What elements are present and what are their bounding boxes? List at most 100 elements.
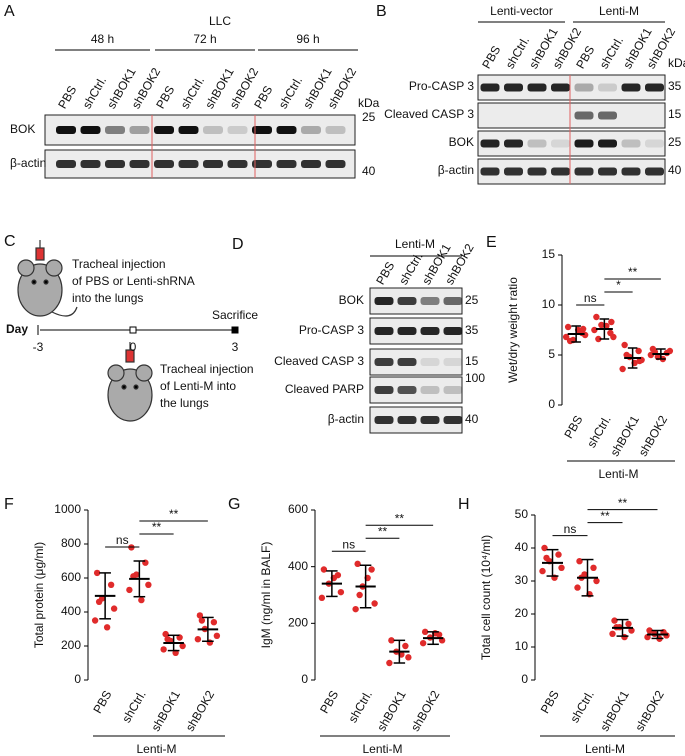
panel-label: A [4, 3, 15, 20]
band [178, 160, 199, 168]
band [301, 160, 321, 168]
data-point [593, 577, 600, 585]
band [80, 160, 101, 168]
data-point [539, 567, 546, 575]
band [397, 358, 417, 366]
group-label: 48 h [91, 32, 114, 46]
lane-label: PBS [373, 259, 397, 287]
y-tick-label: 200 [288, 616, 308, 630]
band [397, 416, 417, 424]
data-point [562, 333, 570, 341]
data-point [555, 551, 562, 558]
significance-label: ** [378, 524, 388, 538]
x-tick-label: shBOK1 [374, 688, 409, 734]
band [621, 139, 641, 148]
mouse-icon [107, 342, 153, 422]
band [227, 126, 248, 134]
group-label: Lenti-M [598, 467, 638, 481]
data-point [566, 337, 574, 345]
blot-strip [477, 102, 666, 129]
band [504, 167, 523, 176]
band [325, 160, 346, 168]
data-point [194, 636, 202, 643]
band [443, 358, 463, 366]
band [645, 139, 664, 148]
row-label: Pro-CASP 3 [409, 79, 474, 93]
group-label: 96 h [296, 32, 319, 46]
band [480, 139, 500, 148]
band [374, 358, 394, 366]
protocol-text: of PBS or Lenti-shRNA [72, 274, 195, 288]
data-point [541, 544, 548, 552]
band [621, 167, 641, 176]
size-marker: 35 [668, 79, 682, 93]
y-tick-label: 20 [515, 606, 529, 620]
lane-label: PBS [153, 83, 177, 111]
band [598, 139, 617, 148]
band [527, 139, 547, 148]
band [621, 83, 641, 92]
data-point [107, 581, 115, 588]
data-point [95, 598, 103, 605]
band [105, 126, 125, 134]
y-axis-label: IgM (ng/ml in BALF) [259, 542, 273, 649]
band [574, 167, 594, 176]
significance-label: ns [584, 291, 597, 305]
band [227, 160, 248, 168]
band [374, 297, 394, 305]
band [645, 83, 664, 92]
size-marker: 15 [465, 354, 479, 368]
y-tick-label: 800 [61, 536, 81, 550]
size-marker: 40 [668, 163, 682, 177]
size-marker: 25 [362, 110, 376, 124]
data-point [337, 588, 345, 596]
panel-label: E [486, 234, 497, 251]
x-tick-label: shCtrl. [119, 688, 148, 725]
band [252, 160, 272, 168]
band [325, 126, 346, 134]
y-tick-label: 600 [288, 502, 308, 516]
band [527, 83, 547, 92]
unit-label: kDa [668, 56, 685, 70]
size-marker: 35 [465, 323, 479, 337]
row-label: Cleaved CASP 3 [384, 107, 474, 121]
band [56, 126, 76, 134]
data-point [196, 612, 204, 619]
x-tick-label: shBOK2 [632, 688, 667, 734]
group-label: Lenti-M [395, 237, 435, 251]
band [443, 327, 463, 335]
band [574, 83, 594, 92]
data-point [103, 624, 111, 631]
data-point [352, 605, 359, 613]
band [504, 139, 523, 148]
data-point [623, 351, 630, 359]
x-tick-label: PBS [90, 688, 114, 716]
data-point [635, 347, 642, 355]
band [443, 416, 463, 424]
band [154, 126, 174, 134]
band [105, 160, 125, 168]
band [480, 167, 500, 176]
data-point [210, 619, 218, 626]
significance-label: ** [169, 507, 179, 521]
day-label: 3 [232, 340, 239, 354]
band [276, 126, 297, 134]
significance-label: ns [116, 533, 129, 547]
band [80, 126, 101, 134]
band [276, 160, 297, 168]
row-label: β-actin [10, 156, 46, 170]
data-point [318, 594, 326, 602]
data-point [579, 325, 587, 333]
size-marker: 40 [465, 412, 479, 426]
significance-label: ** [152, 520, 162, 534]
data-point [368, 566, 375, 573]
band [252, 126, 272, 134]
row-label: BOK [449, 135, 474, 149]
y-tick-label: 400 [288, 559, 308, 573]
data-point [646, 627, 653, 634]
protocol-text: into the lungs [72, 291, 143, 305]
size-marker: 100 [465, 371, 485, 385]
row-label: Pro-CASP 3 [299, 323, 364, 337]
data-point [198, 617, 206, 624]
